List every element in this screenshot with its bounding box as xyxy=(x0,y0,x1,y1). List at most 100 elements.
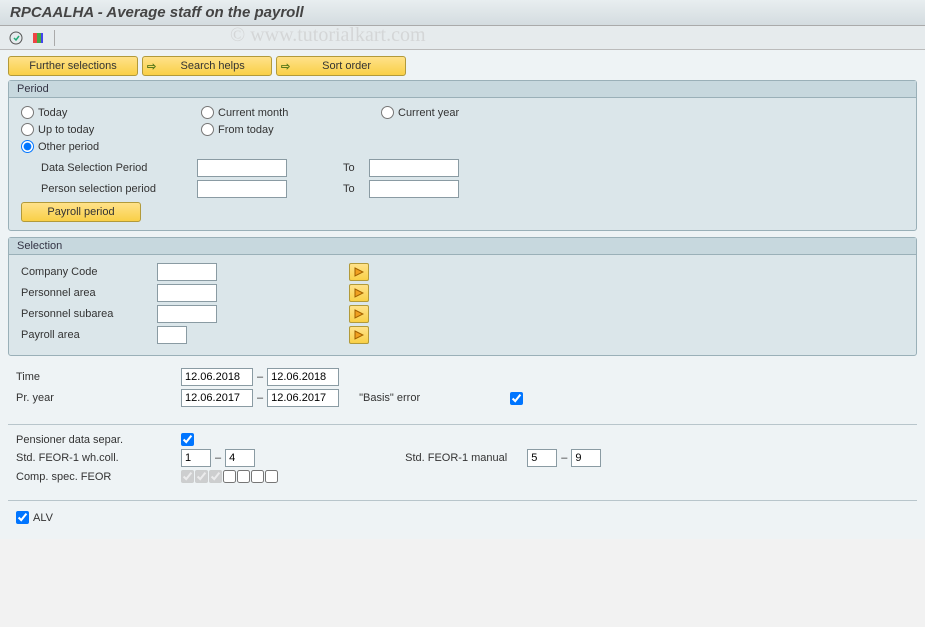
pensioner-label: Pensioner data separ. xyxy=(16,434,181,446)
time-from-input[interactable] xyxy=(181,368,253,386)
company-code-row: Company Code xyxy=(21,263,904,281)
pr-year-to-input[interactable] xyxy=(267,389,339,407)
pr-year-label: Pr. year xyxy=(16,392,181,404)
radio-up-to-today-label: Up to today xyxy=(38,124,94,136)
comp-spec-checkbox-strip xyxy=(181,470,278,483)
pensioner-row: Pensioner data separ. xyxy=(16,433,909,446)
company-code-input[interactable] xyxy=(157,263,217,281)
search-helps-label: Search helps xyxy=(162,60,263,72)
further-selections-label: Further selections xyxy=(29,60,116,72)
comp-spec-check-4[interactable] xyxy=(223,470,236,483)
time-block: Time – Pr. year – "Basis" error xyxy=(8,362,917,416)
person-selection-from-input[interactable] xyxy=(197,180,287,198)
time-label: Time xyxy=(16,371,181,383)
data-selection-from-input[interactable] xyxy=(197,159,287,177)
variant-icon[interactable] xyxy=(30,30,46,46)
company-code-multi-button[interactable] xyxy=(349,263,369,281)
to-label: To xyxy=(343,183,355,195)
divider xyxy=(8,500,917,501)
personnel-area-input[interactable] xyxy=(157,284,217,302)
personnel-subarea-input[interactable] xyxy=(157,305,217,323)
radio-current-year-label: Current year xyxy=(398,107,459,119)
std-feor1-manual-from-input[interactable] xyxy=(527,449,557,467)
comp-spec-check-3[interactable] xyxy=(209,470,222,483)
std-feor1-manual-to-input[interactable] xyxy=(571,449,601,467)
payroll-area-input[interactable] xyxy=(157,326,187,344)
std-feor1-wh-to-input[interactable] xyxy=(225,449,255,467)
radio-today-label: Today xyxy=(38,107,67,119)
period-panel: Period Today Current month Current year … xyxy=(8,80,917,231)
radio-from-today-label: From today xyxy=(218,124,274,136)
action-button-row: Further selections ⇨ Search helps ⇨ Sort… xyxy=(8,56,917,76)
pensioner-checkbox[interactable] xyxy=(181,433,194,446)
company-code-label: Company Code xyxy=(21,266,151,278)
personnel-subarea-row: Personnel subarea xyxy=(21,305,904,323)
personnel-area-multi-button[interactable] xyxy=(349,284,369,302)
std-feor1-wh-from-input[interactable] xyxy=(181,449,211,467)
radio-current-month-label: Current month xyxy=(218,107,288,119)
arrow-right-icon: ⇨ xyxy=(147,60,156,73)
basis-error-checkbox[interactable] xyxy=(510,392,523,405)
radio-current-month[interactable]: Current month xyxy=(201,106,381,119)
comp-spec-feor-label: Comp. spec. FEOR xyxy=(16,471,181,483)
pr-year-from-input[interactable] xyxy=(181,389,253,407)
main-content: Further selections ⇨ Search helps ⇨ Sort… xyxy=(0,50,925,539)
radio-from-today[interactable]: From today xyxy=(201,123,381,136)
selection-panel: Selection Company Code Personnel area Pe… xyxy=(8,237,917,356)
comp-spec-check-2[interactable] xyxy=(195,470,208,483)
basis-error-label: "Basis" error xyxy=(359,392,420,404)
payroll-period-label: Payroll period xyxy=(47,206,114,218)
divider xyxy=(8,424,917,425)
comp-spec-feor-row: Comp. spec. FEOR xyxy=(16,470,909,483)
radio-today[interactable]: Today xyxy=(21,106,201,119)
dash: – xyxy=(215,452,221,464)
data-selection-period-row: Data Selection Period To xyxy=(41,159,904,177)
radio-current-year[interactable]: Current year xyxy=(381,106,561,119)
person-selection-to-input[interactable] xyxy=(369,180,459,198)
arrow-right-icon: ⇨ xyxy=(281,60,290,73)
comp-spec-check-7[interactable] xyxy=(265,470,278,483)
personnel-subarea-multi-button[interactable] xyxy=(349,305,369,323)
selection-panel-header: Selection xyxy=(9,238,916,255)
comp-spec-check-1[interactable] xyxy=(181,470,194,483)
alv-checkbox[interactable] xyxy=(16,511,29,524)
radio-other-period-label: Other period xyxy=(38,141,99,153)
data-selection-to-input[interactable] xyxy=(369,159,459,177)
period-radio-group: Today Current month Current year Up to t… xyxy=(21,106,904,153)
app-toolbar xyxy=(0,26,925,50)
sort-order-button[interactable]: ⇨ Sort order xyxy=(276,56,406,76)
to-label: To xyxy=(343,162,355,174)
person-selection-period-label: Person selection period xyxy=(41,183,191,195)
alv-label: ALV xyxy=(33,512,53,524)
personnel-subarea-label: Personnel subarea xyxy=(21,308,151,320)
toolbar-separator xyxy=(54,30,55,46)
options-block: Pensioner data separ. Std. FEOR-1 wh.col… xyxy=(8,433,917,492)
dash: – xyxy=(561,452,567,464)
payroll-area-row: Payroll area xyxy=(21,326,904,344)
payroll-period-button[interactable]: Payroll period xyxy=(21,202,141,222)
std-feor1-wh-row: Std. FEOR-1 wh.coll. – Std. FEOR-1 manua… xyxy=(16,449,909,467)
further-selections-button[interactable]: Further selections xyxy=(8,56,138,76)
search-helps-button[interactable]: ⇨ Search helps xyxy=(142,56,272,76)
alv-row: ALV xyxy=(16,511,909,524)
payroll-area-label: Payroll area xyxy=(21,329,151,341)
dash: – xyxy=(257,371,263,383)
std-feor1-wh-label: Std. FEOR-1 wh.coll. xyxy=(16,452,181,464)
person-selection-period-row: Person selection period To xyxy=(41,180,904,198)
comp-spec-check-5[interactable] xyxy=(237,470,250,483)
comp-spec-check-6[interactable] xyxy=(251,470,264,483)
window-title: RPCAALHA - Average staff on the payroll xyxy=(0,0,925,26)
radio-other-period[interactable]: Other period xyxy=(21,140,201,153)
sort-order-label: Sort order xyxy=(296,60,397,72)
alv-block: ALV xyxy=(8,509,917,533)
personnel-area-label: Personnel area xyxy=(21,287,151,299)
personnel-area-row: Personnel area xyxy=(21,284,904,302)
period-panel-header: Period xyxy=(9,81,916,98)
pr-year-row: Pr. year – "Basis" error xyxy=(16,389,909,407)
time-row: Time – xyxy=(16,368,909,386)
payroll-area-multi-button[interactable] xyxy=(349,326,369,344)
data-selection-period-label: Data Selection Period xyxy=(41,162,191,174)
time-to-input[interactable] xyxy=(267,368,339,386)
execute-icon[interactable] xyxy=(8,30,24,46)
radio-up-to-today[interactable]: Up to today xyxy=(21,123,201,136)
